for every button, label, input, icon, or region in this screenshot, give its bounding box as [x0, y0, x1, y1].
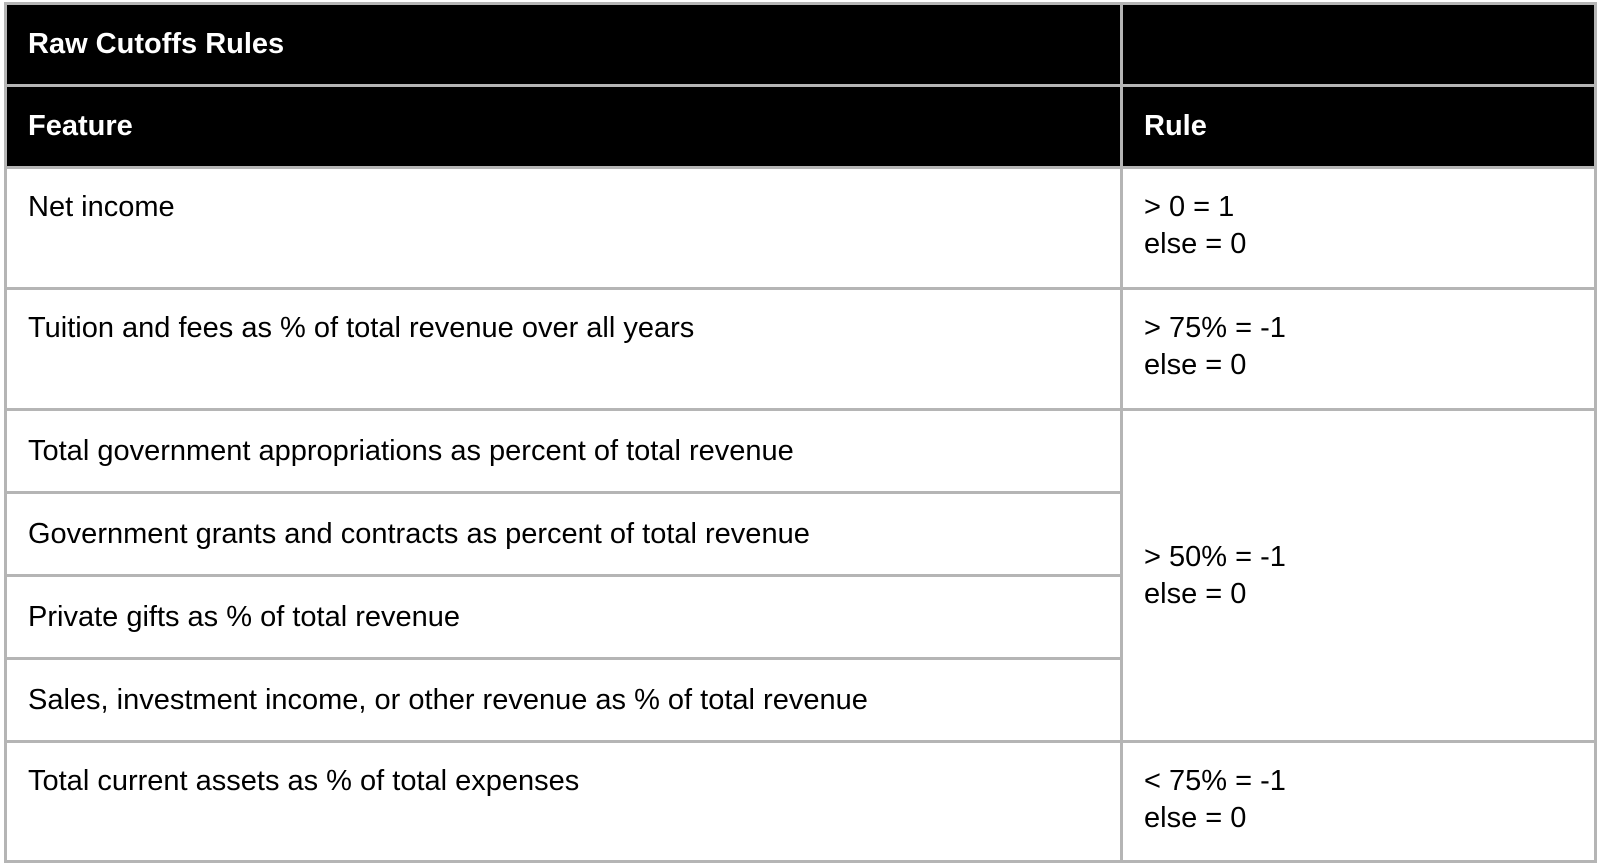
feature-cell: Total government appropriations as perce…: [4, 408, 1123, 494]
table-title-row: Raw Cutoffs Rules: [4, 2, 1597, 87]
rule-line: > 50% = -1: [1144, 540, 1286, 573]
feature-cell: Private gifts as % of total revenue: [4, 574, 1123, 660]
column-header-feature: Feature: [4, 84, 1123, 169]
feature-text: Total current assets as % of total expen…: [28, 765, 580, 797]
rule-cell: < 75% = -1 else = 0: [1120, 740, 1597, 863]
table-row: Net income > 0 = 1 else = 0: [4, 166, 1597, 290]
rule-line: < 75% = -1: [1144, 765, 1286, 797]
feature-cell: Total current assets as % of total expen…: [4, 740, 1123, 863]
table-row: Sales, investment income, or other reven…: [4, 657, 1596, 743]
table-title: Raw Cutoffs Rules: [4, 2, 1123, 87]
feature-text: Government grants and contracts as perce…: [28, 517, 810, 550]
feature-cell: Net income: [4, 166, 1123, 290]
table-row: Total government appropriations as perce…: [4, 408, 1597, 743]
feature-cell: Sales, investment income, or other reven…: [4, 657, 1123, 743]
feature-text: Net income: [28, 191, 175, 223]
cutoffs-rules-table: Raw Cutoffs Rules Feature Rule Net incom…: [4, 2, 1597, 863]
column-header-rule: Rule: [1120, 84, 1597, 169]
rule-line: else = 0: [1144, 802, 1247, 834]
rule-line: else = 0: [1144, 228, 1247, 260]
feature-cell: Tuition and fees as % of total revenue o…: [4, 287, 1123, 411]
table-row: Tuition and fees as % of total revenue o…: [4, 287, 1597, 411]
rule-cell: > 75% = -1 else = 0: [1120, 287, 1597, 411]
feature-text: Private gifts as % of total revenue: [28, 600, 460, 633]
feature-text: Sales, investment income, or other reven…: [28, 683, 868, 716]
column-header-row: Feature Rule: [4, 84, 1597, 169]
table-row: Private gifts as % of total revenue: [4, 574, 1596, 660]
rule-cell: > 0 = 1 else = 0: [1120, 166, 1597, 290]
rule-line: > 75% = -1: [1144, 312, 1286, 344]
table-row: Government grants and contracts as perce…: [4, 491, 1596, 577]
rule-line: else = 0: [1144, 577, 1247, 610]
feature-text: Total government appropriations as perce…: [28, 434, 794, 467]
rule-cell-merged: > 50% = -1 else = 0: [1120, 408, 1597, 743]
feature-cell: Government grants and contracts as perce…: [4, 491, 1123, 577]
rule-line: > 0 = 1: [1144, 191, 1235, 223]
table-title-empty-cell: [1120, 2, 1597, 87]
table-row: Total current assets as % of total expen…: [4, 740, 1597, 863]
rule-line: else = 0: [1144, 349, 1247, 381]
feature-text: Tuition and fees as % of total revenue o…: [28, 312, 695, 344]
